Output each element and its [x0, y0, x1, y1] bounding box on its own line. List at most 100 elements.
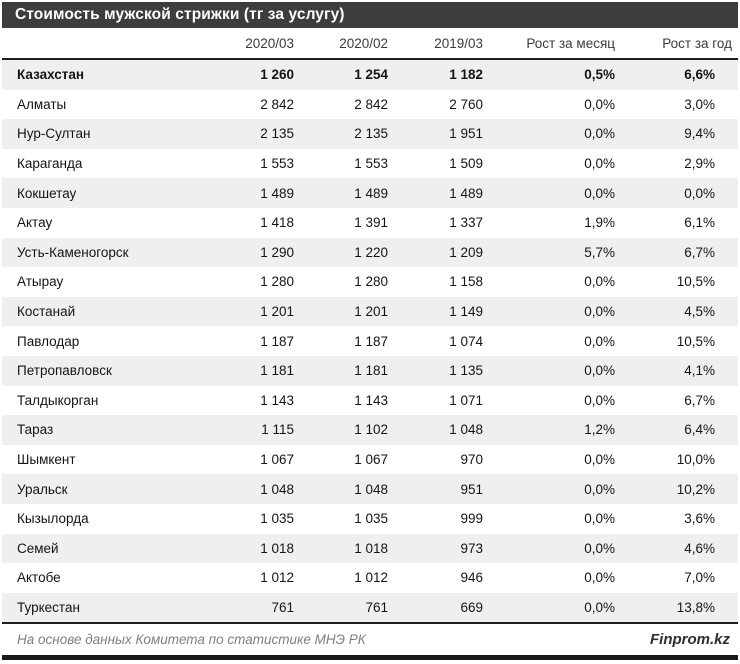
cell-region: Костанай — [17, 304, 76, 320]
table-row: Семей 1 018 1 018 973 0,0% 4,6% — [2, 533, 738, 564]
cell-value: 0,5% — [584, 67, 615, 83]
table-row: Алматы 2 842 2 842 2 760 0,0% 3,0% — [2, 90, 738, 120]
cell-region: Алматы — [17, 96, 67, 112]
cell-value: 1 181 — [260, 363, 294, 379]
cell-value: 0,0% — [584, 452, 615, 468]
cell-region: Петропавловск — [17, 363, 112, 379]
cell-value: 1 187 — [354, 333, 388, 349]
cell-value: 4,6% — [684, 540, 715, 556]
table-body: Казахстан 1 260 1 254 1 182 0,5% 6,6% Алматы 2 … — [2, 59, 738, 625]
cell-value: 7,0% — [684, 570, 715, 586]
cell-value: 0,0% — [584, 570, 615, 586]
cell-value: 6,6% — [684, 67, 715, 83]
price-table: 2020/03 2020/02 2019/03 Рост за месяц Ро… — [2, 28, 738, 625]
cell-value: 1 489 — [260, 185, 294, 201]
table-row: Усть-Каменогорск 1 290 1 220 1 209 5,7% 6,7% — [2, 237, 738, 268]
table-row: Тараз 1 115 1 102 1 048 1,2% 6,4% — [2, 415, 738, 445]
cell-value: 1 187 — [260, 333, 294, 349]
cell-value: 0,0% — [584, 185, 615, 201]
cell-value: 0,0% — [584, 392, 615, 408]
cell-value: 1 067 — [354, 452, 388, 468]
cell-value: 3,0% — [684, 96, 715, 112]
cell-value: 1 143 — [354, 392, 388, 408]
cell-value: 761 — [300, 592, 394, 625]
table-row: Нур-Султан 2 135 2 135 1 951 0,0% 9,4% — [2, 119, 738, 149]
cell-region: Актобе — [17, 570, 61, 586]
table-title: Стоимость мужской стрижки (тг за услугу) — [2, 2, 738, 28]
cell-value: 3,6% — [684, 511, 715, 527]
table-row: Уральск 1 048 1 048 951 0,0% 10,2% — [2, 474, 738, 504]
cell-value: 1 260 — [260, 67, 294, 83]
cell-region: Тараз — [17, 422, 54, 438]
cell-value: 1 418 — [260, 215, 294, 231]
cell-value: 1 951 — [449, 126, 483, 142]
cell-value: 1 035 — [354, 511, 388, 527]
cell-value: 0,0% — [584, 304, 615, 320]
cell-value: 1 489 — [449, 185, 483, 201]
cell-value: 1 201 — [354, 304, 388, 320]
table-row: Костанай 1 201 1 201 1 149 0,0% 4,5% — [2, 296, 738, 327]
table-row: Петропавловск 1 181 1 181 1 135 0,0% 4,1% — [2, 355, 738, 386]
cell-value: 2 135 — [354, 126, 388, 142]
header-region — [2, 28, 222, 60]
cell-value: 1 012 — [354, 570, 388, 586]
cell-region: Кокшетау — [17, 185, 77, 201]
data-source-note: На основе данных Комитета по статистике … — [17, 632, 366, 648]
cell-value: 1 209 — [449, 244, 483, 260]
cell-value: 1 071 — [449, 392, 483, 408]
cell-region: Актау — [17, 215, 53, 231]
cell-value: 0,0% — [584, 274, 615, 290]
cell-region: Нур-Султан — [17, 126, 91, 142]
cell-value: 10,5% — [676, 333, 715, 349]
cell-value: 1 182 — [449, 67, 483, 83]
cell-value: 1 280 — [260, 274, 294, 290]
cell-value: 2,9% — [684, 156, 715, 172]
table-row: Павлодар 1 187 1 187 1 074 0,0% 10,5% — [2, 326, 738, 356]
cell-value: 6,7% — [684, 244, 715, 260]
cell-value: 999 — [460, 511, 483, 527]
cell-value: 1 048 — [354, 481, 388, 497]
cell-value: 5,7% — [584, 244, 615, 260]
cell-value: 1 102 — [354, 422, 388, 438]
cell-value: 13,8% — [621, 592, 738, 625]
table-footer: На основе данных Комитета по статистике … — [2, 624, 738, 661]
cell-region: Караганда — [17, 156, 83, 172]
cell-value: 10,5% — [676, 274, 715, 290]
table-row: Актау 1 418 1 391 1 337 1,9% 6,1% — [2, 208, 738, 238]
table-row: Кокшетау 1 489 1 489 1 489 0,0% 0,0% — [2, 178, 738, 208]
cell-value: 2 842 — [354, 96, 388, 112]
cell-value: 0,0% — [584, 511, 615, 527]
table-header: 2020/03 2020/02 2019/03 Рост за месяц Ро… — [2, 28, 738, 60]
cell-value: 1 018 — [260, 540, 294, 556]
header-2020-02: 2020/02 — [300, 28, 394, 60]
cell-region: Казахстан — [17, 67, 85, 83]
table-row: Актобе 1 012 1 012 946 0,0% 7,0% — [2, 563, 738, 593]
cell-value: 951 — [460, 481, 483, 497]
cell-value: 10,0% — [676, 452, 715, 468]
cell-value: 1 280 — [354, 274, 388, 290]
cell-value: 1 012 — [260, 570, 294, 586]
cell-value: 0,0% — [584, 363, 615, 379]
cell-value: 1 135 — [449, 363, 483, 379]
table-row: Атырау 1 280 1 280 1 158 0,0% 10,5% — [2, 267, 738, 297]
cell-value: 1 115 — [261, 422, 294, 438]
cell-value: 1 074 — [449, 333, 483, 349]
cell-value: 1 290 — [260, 244, 294, 260]
cell-value: 761 — [222, 592, 300, 625]
cell-value: 0,0% — [584, 126, 615, 142]
table-row: Караганда 1 553 1 553 1 509 0,0% 2,9% — [2, 149, 738, 179]
cell-value: 1 048 — [260, 481, 294, 497]
cell-region: Туркестан — [2, 592, 222, 625]
cell-value: 10,2% — [676, 481, 715, 497]
cell-value: 6,4% — [684, 422, 715, 438]
cell-value: 970 — [460, 452, 483, 468]
cell-value: 1 489 — [354, 185, 388, 201]
cell-value: 2 760 — [449, 96, 483, 112]
cell-region: Кызылорда — [17, 511, 89, 527]
cell-region: Павлодар — [17, 333, 80, 349]
cell-value: 1 201 — [260, 304, 294, 320]
cell-value: 669 — [394, 592, 489, 625]
cell-value: 1 181 — [354, 363, 388, 379]
header-growth-month: Рост за месяц — [489, 28, 621, 60]
